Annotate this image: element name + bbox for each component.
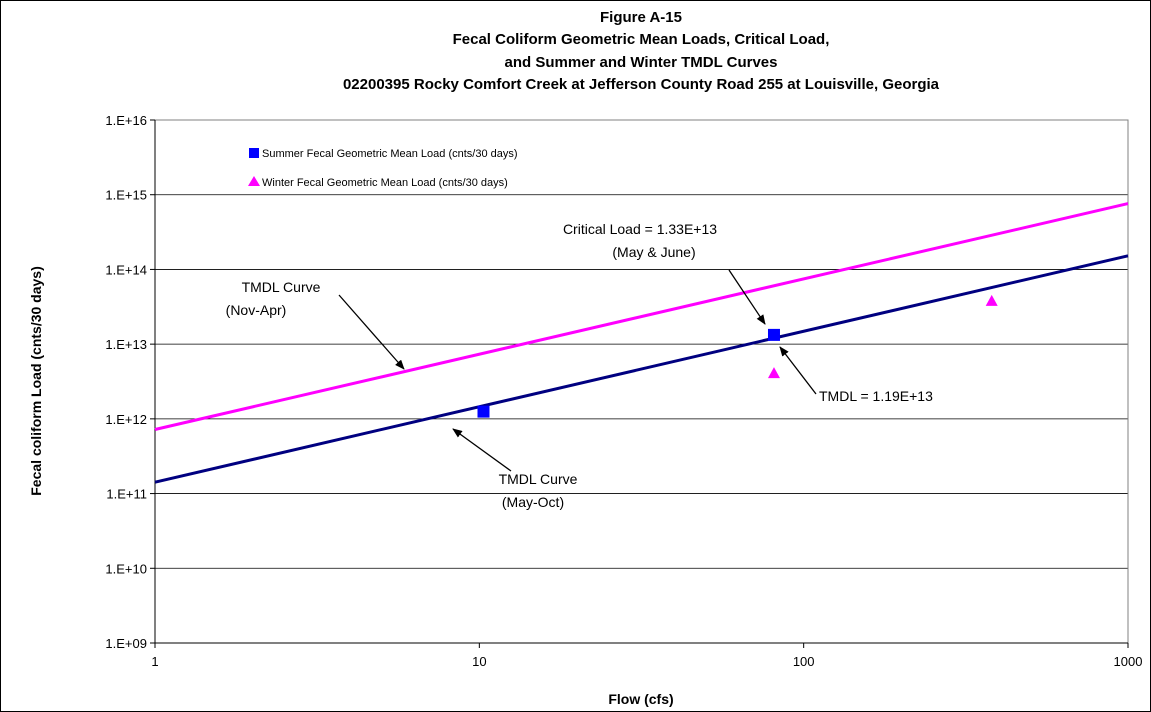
annotation-critical-load-arrow [728,269,766,325]
title-line-2: Fecal Coliform Geometric Mean Loads, Cri… [453,31,830,48]
legend-label-winter: Winter Fecal Geometric Mean Load (cnts/3… [262,177,508,189]
y-tick-label: 1.E+10 [105,561,147,576]
summer-data-point [477,405,490,418]
title-line-1: Figure A-15 [600,9,682,26]
plot-area [155,120,1128,643]
title-line-4: 02200395 Rocky Comfort Creek at Jefferso… [343,76,940,93]
annotation-winter-curve-line-2: (Nov-Apr) [226,302,287,318]
annotation-tmdl-value: TMDL = 1.19E+13 [819,388,933,404]
legend-marker-winter [248,176,260,186]
annotation-winter-curve-arrow [338,294,405,370]
x-axis: 1 10 100 1000 [151,642,1143,669]
x-axis-label: Flow (cfs) [608,691,673,707]
annotation-summer-curve-arrow [452,428,512,472]
y-tick-label: 1.E+13 [105,337,147,352]
chart-title: Figure A-15 Fecal Coliform Geometric Mea… [343,9,940,93]
y-tick-label: 1.E+15 [105,188,147,203]
gridlines [155,194,1128,569]
y-tick-label: 1.E+09 [105,636,147,651]
title-line-3: and Summer and Winter TMDL Curves [505,54,778,71]
annotation-tmdl-value-arrow [779,346,817,395]
summer-data-point [767,328,780,341]
annotation-winter-curve-line-1: TMDL Curve [242,279,321,295]
annotation-critical-load-line-2: (May & June) [612,244,695,260]
x-tick-label: 100 [793,654,815,669]
annotation-summer-curve-line-1: TMDL Curve [499,471,578,487]
series-lines [154,202,1129,484]
legend-marker-summer [249,148,259,158]
winter-data-point [767,367,780,379]
y-tick-label: 1.E+12 [105,412,147,427]
y-axis: 1.E+09 1.E+10 1.E+11 1.E+12 1.E+13 1.E+14 1.E+… [105,113,156,651]
tmdl-curve-line-2 [154,202,1129,431]
annotations: Critical Load = 1.33E+13 (May & June) TM… [226,221,933,510]
annotation-summer-curve-line-2: (May-Oct) [502,494,564,510]
x-tick-label: 10 [472,654,486,669]
series-points [477,294,998,418]
y-tick-label: 1.E+16 [105,113,147,128]
x-tick-label: 1000 [1114,654,1143,669]
annotation-critical-load-line-1: Critical Load = 1.33E+13 [563,221,717,237]
legend-label-summer: Summer Fecal Geometric Mean Load (cnts/3… [262,148,518,160]
winter-data-point [985,294,998,306]
tmdl-curve-line-3 [154,254,1129,484]
y-tick-label: 1.E+14 [105,262,147,277]
x-tick-label: 1 [151,654,158,669]
y-tick-label: 1.E+11 [106,487,147,502]
y-axis-label: Fecal coliform Load (cnts/30 days) [28,266,44,496]
legend: Summer Fecal Geometric Mean Load (cnts/3… [248,148,518,189]
